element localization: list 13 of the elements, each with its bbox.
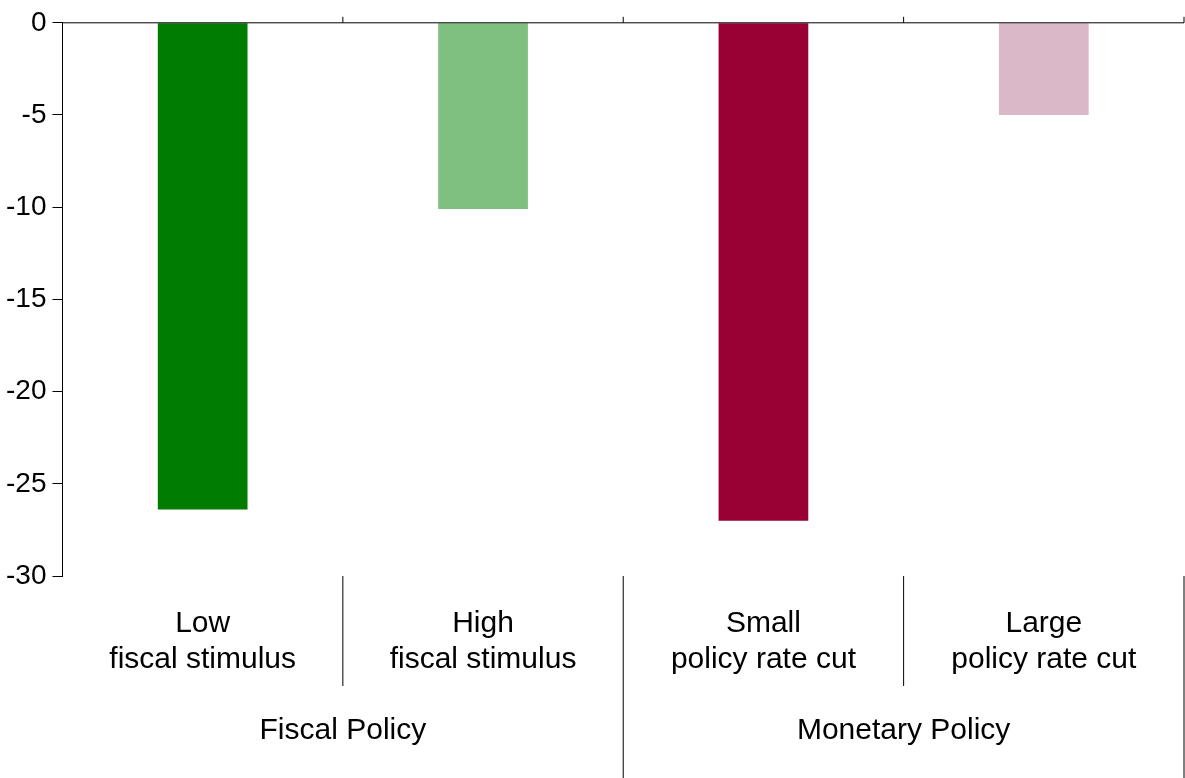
y-tick-label: -15	[6, 282, 47, 314]
x-tick-label: Small policy rate cut	[670, 605, 857, 675]
y-tick-label: -30	[6, 558, 47, 590]
x-tick-label: High fiscal stimulus	[389, 605, 577, 675]
x-tick-label: Low fiscal stimulus	[109, 605, 297, 675]
x-tick-label: Large policy rate cut	[951, 605, 1138, 675]
y-tick-label: 0	[30, 5, 47, 37]
text: Monetary Policy	[796, 712, 1011, 746]
text: Fiscal Policy	[259, 712, 427, 746]
y-tick-label: -20	[6, 374, 47, 406]
y-tick-label: -10	[6, 189, 47, 221]
y-tick-label: -25	[6, 466, 47, 498]
y-tick-label: -5	[21, 97, 47, 129]
